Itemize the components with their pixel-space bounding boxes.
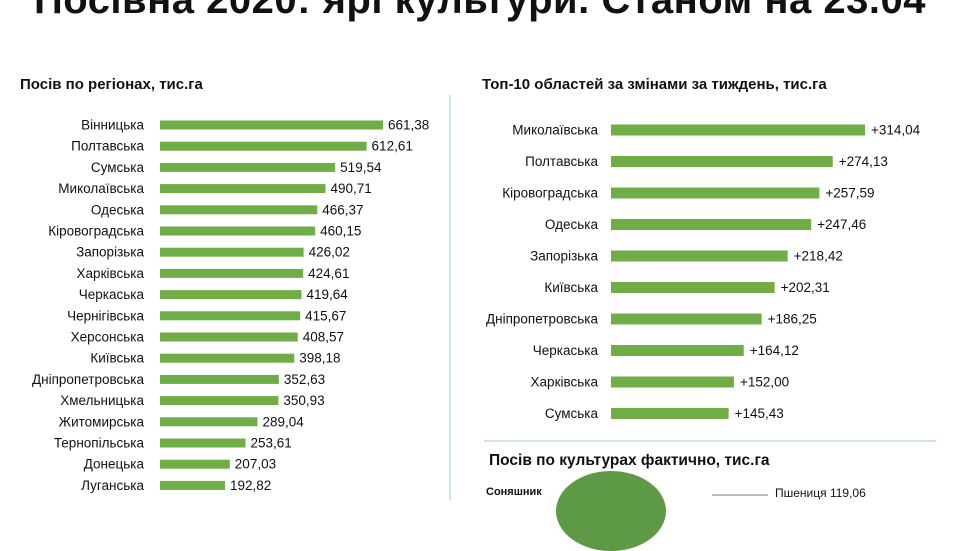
bar <box>160 374 279 384</box>
bar <box>160 247 304 257</box>
category-label: Черкаська <box>79 287 145 302</box>
category-label: Одеська <box>545 217 599 232</box>
category-label: Запорізька <box>530 249 598 264</box>
category-label: Одеська <box>91 202 145 217</box>
value-label: +274,13 <box>839 154 888 169</box>
category-label: Тернопільська <box>54 436 145 451</box>
category-label: Черкаська <box>533 343 599 358</box>
category-label: Київська <box>544 280 598 295</box>
value-label: 415,67 <box>305 308 346 323</box>
value-label: +164,12 <box>750 343 799 358</box>
bar <box>611 250 788 262</box>
value-label: 612,61 <box>372 139 413 154</box>
pie-label-wheat: Пшениця 119,06 <box>775 486 866 500</box>
bar <box>611 187 820 199</box>
bar <box>611 313 762 325</box>
bar <box>611 376 734 388</box>
panel-divider <box>449 95 451 500</box>
value-label: 466,37 <box>322 202 363 217</box>
category-label: Полтавська <box>71 139 144 154</box>
value-label: 490,71 <box>330 181 371 196</box>
category-label: Донецька <box>84 457 145 472</box>
category-label: Миколаївська <box>58 181 144 196</box>
bar <box>160 205 318 215</box>
bar <box>160 332 298 342</box>
value-label: +257,59 <box>825 186 874 201</box>
category-label: Луганська <box>81 478 144 493</box>
category-label: Полтавська <box>525 154 598 169</box>
bar <box>160 184 326 194</box>
category-label: Дніпропетровська <box>32 372 144 387</box>
bar <box>160 141 367 151</box>
value-label: +314,04 <box>871 123 921 138</box>
bar <box>611 156 833 167</box>
category-label: Запорізька <box>76 245 144 260</box>
pie-label-sunflower: Соняшник <box>486 486 542 498</box>
value-label: 424,61 <box>308 266 349 281</box>
bar <box>160 438 246 448</box>
category-label: Дніпропетровська <box>486 312 598 327</box>
pie-leader-line <box>712 494 768 496</box>
category-label: Сумська <box>545 406 599 421</box>
top10-chart-title: Топ-10 областей за змінами за тиждень, т… <box>482 76 827 93</box>
page-title: Посівна 2020: ярі культури. Станом на 23… <box>34 0 926 22</box>
value-label: +145,43 <box>735 406 784 421</box>
bar <box>611 282 775 293</box>
value-label: 207,03 <box>235 457 276 472</box>
value-label: 408,57 <box>303 330 344 345</box>
category-label: Хмельницька <box>60 393 144 408</box>
value-label: 350,93 <box>283 393 324 408</box>
bar <box>611 408 729 419</box>
value-label: 289,04 <box>262 414 304 429</box>
value-label: +202,31 <box>781 280 830 295</box>
bar <box>160 417 258 427</box>
value-label: 352,63 <box>284 372 325 387</box>
bar <box>160 268 304 278</box>
category-label: Київська <box>90 351 144 366</box>
value-label: +152,00 <box>740 375 789 390</box>
bar <box>160 353 295 363</box>
value-label: 419,64 <box>306 287 348 302</box>
bar <box>160 459 230 469</box>
category-label: Сумська <box>91 160 145 175</box>
top10-bar-chart: Миколаївська +314,04 Полтавська +274,13 Кіро… <box>486 123 921 422</box>
pie-slice <box>556 471 666 551</box>
value-label: +247,46 <box>817 217 866 232</box>
bar <box>160 226 316 236</box>
bar <box>611 219 812 230</box>
value-label: 519,54 <box>340 160 382 175</box>
value-label: 460,15 <box>320 224 361 239</box>
value-label: 426,02 <box>309 245 350 260</box>
value-label: 253,61 <box>251 436 292 451</box>
regions-chart-title: Посів по регіонах, тис.га <box>20 76 203 93</box>
value-label: +218,42 <box>794 249 843 264</box>
section-separator <box>484 440 936 442</box>
category-label: Херсонська <box>71 330 145 345</box>
category-label: Харківська <box>77 266 145 281</box>
category-label: Кіровоградська <box>48 224 144 239</box>
category-label: Вінницька <box>81 118 144 133</box>
bar <box>160 120 383 130</box>
value-label: 192,82 <box>230 478 271 493</box>
category-label: Харківська <box>531 375 599 390</box>
value-label: 398,18 <box>299 351 340 366</box>
category-label: Миколаївська <box>512 123 598 138</box>
bar <box>160 162 336 172</box>
bar <box>160 311 301 321</box>
crops-chart-title: Посів по культурах фактично, тис.га <box>489 452 770 469</box>
category-label: Житомирська <box>59 414 145 429</box>
bar <box>160 396 279 406</box>
bar <box>611 345 744 356</box>
category-label: Кіровоградська <box>502 186 598 201</box>
category-label: Чернігівська <box>67 308 144 323</box>
bar <box>611 124 865 136</box>
bar <box>160 290 302 300</box>
value-label: +186,25 <box>768 312 817 327</box>
value-label: 661,38 <box>388 118 429 133</box>
bar <box>160 480 226 490</box>
regions-bar-chart: Вінницька 661,38 Полтавська 612,61 Сумська 51… <box>32 118 429 493</box>
